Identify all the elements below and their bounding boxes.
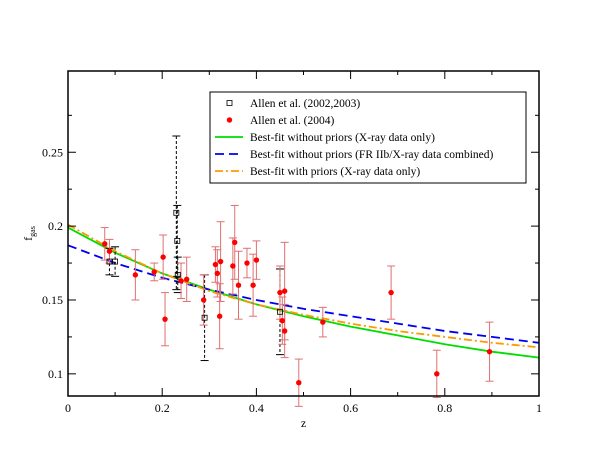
data-point-circle (216, 313, 223, 319)
fit-curves (67, 223, 540, 359)
legend-label: Best-fit with priors (X-ray data only) (250, 166, 420, 178)
y-tick-label: 0.25 (42, 145, 63, 159)
data-point-circle (212, 261, 219, 268)
legend-label: Best-fit without priors (X-ray data only… (250, 132, 435, 144)
data-point-square (106, 258, 113, 265)
x-tick-label: 0.2 (155, 401, 170, 415)
data-point-square (112, 258, 118, 265)
data-point-square (174, 237, 181, 244)
axis-tick-labels: 0 0.2 0.4 0.6 0.8 1 0.1 0.15 0.2 0.25 (42, 145, 542, 415)
x-tick-label: 1 (536, 401, 542, 415)
data-point-circle (151, 269, 157, 275)
data-point-circle (200, 297, 207, 303)
axis-ticks (67, 71, 540, 396)
data-markers (102, 209, 493, 386)
legend-box (209, 91, 527, 184)
legend-entry: Best-fit without priors (X-ray data only… (215, 132, 435, 144)
legend-label: Best-fit without priors (FR IIb/X-ray da… (250, 149, 494, 161)
data-point-circle (277, 289, 283, 296)
x-tick-label: 0.8 (437, 401, 452, 415)
y-tick-label: 0.1 (48, 367, 63, 381)
data-point-circle (434, 371, 440, 377)
fit-line-3 (67, 244, 540, 344)
legend-swatch-circle (226, 117, 233, 123)
data-point-circle (106, 248, 113, 254)
data-point-circle (160, 254, 166, 260)
fit-line-2 (67, 226, 540, 359)
data-point-circle (388, 289, 394, 296)
legend-entry: Best-fit without priors (FR IIb/X-ray da… (215, 149, 494, 161)
data-point-square (174, 271, 181, 278)
y-tick-label: 0.2 (48, 219, 63, 233)
fit-line-4 (67, 223, 540, 349)
data-point-circle (102, 241, 108, 247)
data-point-circle (486, 348, 493, 355)
y-axis-label-main: f (21, 237, 35, 241)
data-point-square (201, 314, 208, 321)
legend-items: Allen et al. (2002,2003) Allen et al. (20… (215, 98, 494, 178)
legend-label: Allen et al. (2004) (250, 115, 334, 127)
y-tick-label: 0.15 (42, 293, 63, 307)
data-point-circle (132, 272, 139, 278)
legend: Allen et al. (2002,2003) Allen et al. (20… (209, 91, 527, 184)
data-point-square (173, 209, 180, 216)
data-point-circle (162, 316, 168, 322)
error-bar (172, 135, 181, 291)
legend-entry: Best-fit with priors (X-ray data only) (215, 166, 420, 178)
data-point-circle (244, 260, 250, 266)
data-point-circle (230, 263, 236, 269)
legend-entry: Allen et al. (2004) (226, 115, 334, 127)
error-bar (111, 246, 120, 277)
x-axis-label: z (301, 416, 306, 430)
data-point-circle (281, 288, 288, 294)
data-point-circle (232, 239, 238, 246)
data-point-circle (183, 276, 190, 282)
legend-swatch-square (226, 100, 233, 106)
legend-entry: Allen et al. (2002,2003) (226, 98, 360, 110)
x-tick-label: 0.4 (249, 401, 264, 415)
data-point-circle (178, 278, 184, 284)
legend-label: Allen et al. (2002,2003) (250, 98, 360, 110)
y-axis-label: fgas (21, 226, 37, 241)
data-point-circle (320, 319, 326, 325)
data-point-square (277, 308, 283, 315)
data-point-circle (253, 257, 260, 263)
x-tick-label: 0 (65, 401, 71, 415)
data-point-circle (235, 282, 242, 288)
x-tick-label: 0.6 (343, 401, 358, 415)
data-point-circle (296, 380, 302, 386)
data-point-circle (279, 317, 286, 324)
data-point-circle (250, 282, 256, 288)
data-point-circle (217, 258, 224, 265)
data-point-circle (281, 328, 288, 334)
y-axis-label-subscript: gas (28, 226, 37, 237)
data-point-circle (214, 270, 221, 277)
